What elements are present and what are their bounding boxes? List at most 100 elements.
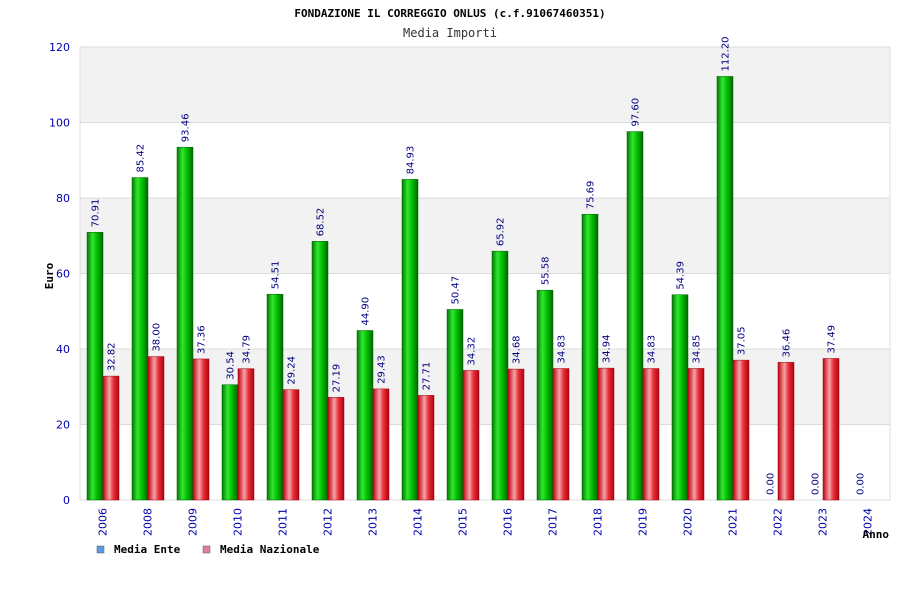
data-label: 32.82 [107,342,118,371]
y-tick-label: 80 [56,192,70,205]
x-tick-label: 2015 [457,508,470,536]
data-label: 75.69 [586,181,597,210]
bar-media-nazionale[interactable] [642,368,660,501]
legend-swatch-media-ente [96,545,105,554]
y-tick-label: 100 [49,117,70,130]
bar-media-nazionale[interactable] [687,368,705,501]
y-tick-label: 0 [63,494,70,507]
bar-media-ente[interactable] [176,146,194,501]
data-label: 37.05 [737,326,748,355]
bar-media-ente[interactable] [671,294,689,501]
bar-media-nazionale[interactable] [237,368,255,501]
y-tick-label: 120 [49,41,70,54]
data-label: 55.58 [541,257,552,286]
bar-media-nazionale[interactable] [417,395,435,501]
bar-media-ente[interactable] [581,214,599,501]
bar-media-ente[interactable] [716,76,734,501]
bar-media-nazionale[interactable] [462,370,480,501]
bar-media-ente[interactable] [626,131,644,501]
data-label: 36.46 [782,329,793,358]
chart-subtitle: Media Importi [403,26,497,40]
x-tick-label: 2014 [412,508,425,536]
data-label: 27.71 [422,362,433,391]
legend: Media Ente Media Nazionale [96,543,320,556]
bar-media-nazionale[interactable] [102,375,120,501]
x-tick-label: 2021 [727,508,740,536]
bar-media-nazionale[interactable] [732,359,750,501]
data-label: 84.93 [406,146,417,175]
legend-label-media-ente: Media Ente [114,543,181,556]
x-tick-label: 2006 [97,508,110,536]
bar-media-ente[interactable] [86,232,104,501]
x-axis: 2006 2008 2009 2010 2011 2012 2013 2014 2015 2016… [97,508,875,536]
bar-media-ente[interactable] [266,293,284,501]
x-tick-label: 2019 [637,508,650,536]
bar-media-nazionale[interactable] [507,368,525,501]
bar-media-ente[interactable] [401,179,419,501]
data-label: 44.90 [361,297,372,326]
data-label: 37.49 [827,325,838,354]
bar-media-nazionale[interactable] [822,358,840,501]
data-label: 34.83 [647,335,658,364]
bar-media-ente[interactable] [311,241,329,501]
bars: 70.91 32.82 85.42 38.00 93.46 37.36 30.54 34.79… [86,36,867,501]
bar-media-ente[interactable] [356,330,374,501]
grid-band [80,349,890,425]
data-label: 112.20 [721,36,732,71]
data-label: 38.00 [152,323,163,352]
data-label: 65.92 [496,218,507,247]
bar-media-nazionale[interactable] [327,397,345,501]
legend-item-media-ente[interactable]: Media Ente [96,543,181,556]
data-label: 85.42 [136,144,147,173]
data-label: 34.79 [242,335,253,364]
bar-media-ente[interactable] [446,309,464,501]
data-label: 34.83 [557,335,568,364]
x-tick-label: 2008 [142,508,155,536]
bar-media-nazionale[interactable] [552,368,570,501]
x-tick-label: 2022 [772,508,785,536]
bar-media-nazionale[interactable] [282,389,300,501]
grid-band [80,122,890,198]
bar-media-ente[interactable] [131,177,149,501]
x-tick-label: 2017 [547,508,560,536]
x-tick-label: 2020 [682,508,695,536]
x-axis-label: Anno [863,528,890,541]
x-tick-label: 2016 [502,508,515,536]
y-axis: 0 20 40 60 80 100 120 [49,41,70,507]
data-label: 29.43 [377,355,388,384]
data-label: 29.24 [287,356,298,385]
x-tick-label: 2012 [322,508,335,536]
legend-label-media-nazionale: Media Nazionale [220,543,320,556]
plot-frame [79,46,891,501]
y-tick-label: 60 [56,268,70,281]
bar-media-ente[interactable] [536,289,554,501]
bar-media-ente[interactable] [221,384,239,501]
bar-media-nazionale[interactable] [192,358,210,501]
bar-media-nazionale[interactable] [147,356,165,501]
data-label: 0.00 [811,473,822,495]
x-tick-label: 2009 [187,508,200,536]
data-label: 97.60 [631,98,642,127]
data-label: 30.54 [226,351,237,380]
grid-band [80,424,890,500]
chart-title: FONDAZIONE IL CORREGGIO ONLUS (c.f.91067… [294,7,605,20]
grid-band [80,47,890,123]
plot-bands [79,46,891,501]
data-label: 68.52 [316,208,327,237]
data-label: 34.68 [512,335,523,364]
x-tick-label: 2018 [592,508,605,536]
data-label: 34.85 [692,335,703,364]
data-label: 70.91 [91,199,102,228]
y-tick-label: 40 [56,343,70,356]
grid-band [80,198,890,274]
bar-media-ente[interactable] [491,250,509,501]
legend-swatch-media-nazionale [202,545,211,554]
bar-media-nazionale[interactable] [372,388,390,501]
legend-item-media-nazionale[interactable]: Media Nazionale [202,543,320,556]
bar-media-nazionale[interactable] [777,362,795,501]
bar-media-nazionale[interactable] [597,367,615,501]
data-label: 54.51 [271,261,282,290]
data-label: 50.47 [451,276,462,305]
data-label: 34.32 [467,337,478,366]
